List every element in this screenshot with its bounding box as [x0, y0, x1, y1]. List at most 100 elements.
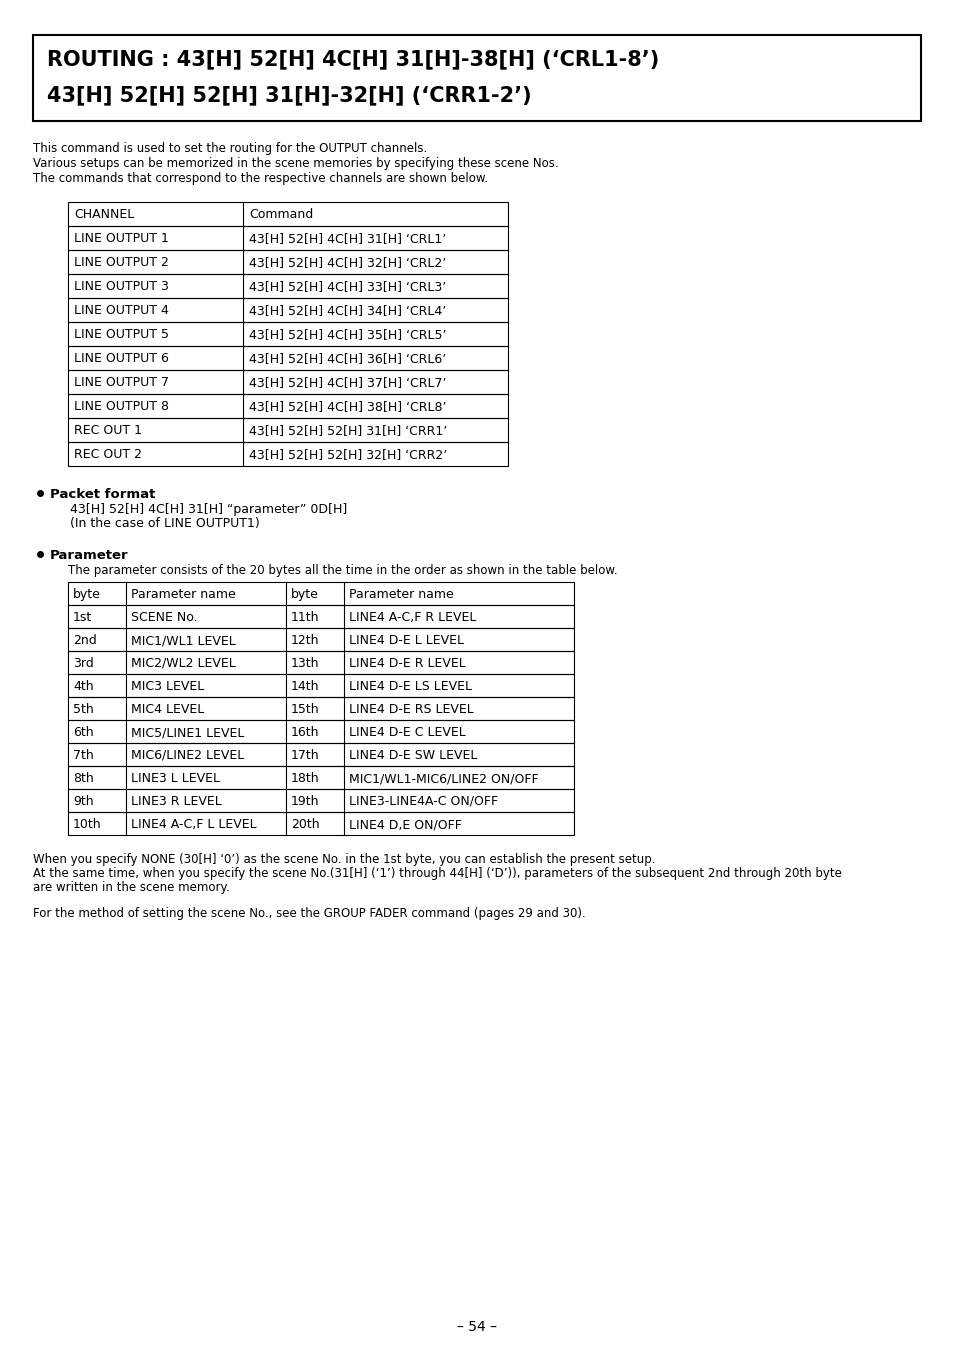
Text: The parameter consists of the 20 bytes all the time in the order as shown in the: The parameter consists of the 20 bytes a…: [68, 563, 617, 577]
Bar: [68, 226, 507, 250]
Text: CHANNEL: CHANNEL: [74, 208, 134, 222]
Bar: [68, 299, 507, 322]
Text: 2nd: 2nd: [73, 634, 96, 647]
Text: LINE4 A-C,F L LEVEL: LINE4 A-C,F L LEVEL: [131, 817, 256, 831]
Text: The commands that correspond to the respective channels are shown below.: The commands that correspond to the resp…: [33, 172, 488, 185]
Text: 43[H] 52[H] 4C[H] 31[H] “parameter” 0D[H]: 43[H] 52[H] 4C[H] 31[H] “parameter” 0D[H…: [70, 503, 347, 516]
Text: 4th: 4th: [73, 680, 93, 693]
Text: 43[H] 52[H] 4C[H] 38[H] ‘CRL8’: 43[H] 52[H] 4C[H] 38[H] ‘CRL8’: [249, 400, 446, 413]
Text: MIC6/LINE2 LEVEL: MIC6/LINE2 LEVEL: [131, 748, 244, 762]
Text: LINE4 A-C,F R LEVEL: LINE4 A-C,F R LEVEL: [349, 611, 476, 624]
Bar: [68, 628, 574, 651]
Bar: [68, 651, 574, 674]
Text: byte: byte: [291, 588, 318, 601]
Text: 1st: 1st: [73, 611, 92, 624]
Bar: [68, 394, 507, 417]
Text: 43[H] 52[H] 4C[H] 32[H] ‘CRL2’: 43[H] 52[H] 4C[H] 32[H] ‘CRL2’: [249, 255, 446, 269]
Text: (In the case of LINE OUTPUT1): (In the case of LINE OUTPUT1): [70, 517, 259, 530]
Text: SCENE No.: SCENE No.: [131, 611, 197, 624]
Text: 6th: 6th: [73, 725, 93, 739]
Text: LINE OUTPUT 3: LINE OUTPUT 3: [74, 280, 169, 293]
Text: MIC1/WL1 LEVEL: MIC1/WL1 LEVEL: [131, 634, 235, 647]
Text: LINE4 D-E L LEVEL: LINE4 D-E L LEVEL: [349, 634, 463, 647]
Text: LINE3 L LEVEL: LINE3 L LEVEL: [131, 771, 220, 785]
Text: Parameter name: Parameter name: [131, 588, 235, 601]
Text: LINE OUTPUT 7: LINE OUTPUT 7: [74, 376, 169, 389]
Text: Various setups can be memorized in the scene memories by specifying these scene : Various setups can be memorized in the s…: [33, 157, 558, 170]
Bar: [68, 720, 574, 743]
Bar: [68, 417, 507, 442]
Text: 8th: 8th: [73, 771, 93, 785]
Text: 14th: 14th: [291, 680, 319, 693]
Text: LINE4 D-E RS LEVEL: LINE4 D-E RS LEVEL: [349, 703, 474, 716]
Text: Parameter: Parameter: [50, 549, 129, 562]
Text: 19th: 19th: [291, 794, 319, 808]
Text: 20th: 20th: [291, 817, 319, 831]
Bar: [68, 766, 574, 789]
Bar: [68, 250, 507, 274]
Text: 3rd: 3rd: [73, 657, 93, 670]
Bar: [68, 370, 507, 394]
Bar: [68, 442, 507, 466]
Text: 43[H] 52[H] 4C[H] 31[H] ‘CRL1’: 43[H] 52[H] 4C[H] 31[H] ‘CRL1’: [249, 232, 446, 245]
Text: 9th: 9th: [73, 794, 93, 808]
Bar: [68, 346, 507, 370]
Text: 12th: 12th: [291, 634, 319, 647]
Text: When you specify NONE (30[H] ‘0’) as the scene No. in the 1st byte, you can esta: When you specify NONE (30[H] ‘0’) as the…: [33, 852, 655, 866]
Text: 18th: 18th: [291, 771, 319, 785]
Text: LINE3-LINE4A-C ON/OFF: LINE3-LINE4A-C ON/OFF: [349, 794, 497, 808]
Bar: [68, 697, 574, 720]
Text: LINE OUTPUT 6: LINE OUTPUT 6: [74, 353, 169, 365]
Text: 43[H] 52[H] 4C[H] 33[H] ‘CRL3’: 43[H] 52[H] 4C[H] 33[H] ‘CRL3’: [249, 280, 446, 293]
Text: This command is used to set the routing for the OUTPUT channels.: This command is used to set the routing …: [33, 142, 427, 155]
Text: Command: Command: [249, 208, 313, 222]
Text: LINE4 D,E ON/OFF: LINE4 D,E ON/OFF: [349, 817, 461, 831]
Bar: [68, 674, 574, 697]
Text: At the same time, when you specify the scene No.(31[H] (‘1’) through 44[H] (‘D’): At the same time, when you specify the s…: [33, 867, 841, 880]
Text: LINE4 D-E C LEVEL: LINE4 D-E C LEVEL: [349, 725, 465, 739]
Text: 43[H] 52[H] 52[H] 31[H] ‘CRR1’: 43[H] 52[H] 52[H] 31[H] ‘CRR1’: [249, 424, 447, 436]
Text: 17th: 17th: [291, 748, 319, 762]
Text: ROUTING : 43[H] 52[H] 4C[H] 31[H]-38[H] (‘CRL1-8’): ROUTING : 43[H] 52[H] 4C[H] 31[H]-38[H] …: [47, 49, 659, 69]
Text: LINE OUTPUT 5: LINE OUTPUT 5: [74, 328, 169, 340]
Text: LINE OUTPUT 2: LINE OUTPUT 2: [74, 255, 169, 269]
Bar: [68, 743, 574, 766]
Text: MIC4 LEVEL: MIC4 LEVEL: [131, 703, 204, 716]
Text: 16th: 16th: [291, 725, 319, 739]
Text: MIC1/WL1-MIC6/LINE2 ON/OFF: MIC1/WL1-MIC6/LINE2 ON/OFF: [349, 771, 538, 785]
Text: LINE4 D-E LS LEVEL: LINE4 D-E LS LEVEL: [349, 680, 472, 693]
Bar: [68, 582, 574, 605]
Text: 43[H] 52[H] 4C[H] 37[H] ‘CRL7’: 43[H] 52[H] 4C[H] 37[H] ‘CRL7’: [249, 376, 446, 389]
Text: byte: byte: [73, 588, 101, 601]
Text: LINE4 D-E SW LEVEL: LINE4 D-E SW LEVEL: [349, 748, 476, 762]
Text: 7th: 7th: [73, 748, 93, 762]
Text: 43[H] 52[H] 4C[H] 34[H] ‘CRL4’: 43[H] 52[H] 4C[H] 34[H] ‘CRL4’: [249, 304, 446, 317]
Text: – 54 –: – 54 –: [456, 1320, 497, 1333]
Text: REC OUT 2: REC OUT 2: [74, 449, 142, 461]
Bar: [68, 203, 507, 226]
Bar: [68, 274, 507, 299]
Text: LINE3 R LEVEL: LINE3 R LEVEL: [131, 794, 221, 808]
Text: are written in the scene memory.: are written in the scene memory.: [33, 881, 230, 894]
Text: 10th: 10th: [73, 817, 102, 831]
Bar: [68, 605, 574, 628]
Text: 15th: 15th: [291, 703, 319, 716]
Text: LINE OUTPUT 8: LINE OUTPUT 8: [74, 400, 169, 413]
Bar: [68, 789, 574, 812]
Text: 13th: 13th: [291, 657, 319, 670]
Text: Packet format: Packet format: [50, 488, 155, 501]
Text: LINE4 D-E R LEVEL: LINE4 D-E R LEVEL: [349, 657, 465, 670]
Bar: [33, 35, 920, 122]
Text: 11th: 11th: [291, 611, 319, 624]
Text: 43[H] 52[H] 52[H] 32[H] ‘CRR2’: 43[H] 52[H] 52[H] 32[H] ‘CRR2’: [249, 449, 447, 461]
Text: LINE OUTPUT 4: LINE OUTPUT 4: [74, 304, 169, 317]
Text: Parameter name: Parameter name: [349, 588, 454, 601]
Text: MIC3 LEVEL: MIC3 LEVEL: [131, 680, 204, 693]
Text: REC OUT 1: REC OUT 1: [74, 424, 142, 436]
Text: 43[H] 52[H] 4C[H] 36[H] ‘CRL6’: 43[H] 52[H] 4C[H] 36[H] ‘CRL6’: [249, 353, 446, 365]
Text: MIC5/LINE1 LEVEL: MIC5/LINE1 LEVEL: [131, 725, 244, 739]
Text: 43[H] 52[H] 52[H] 31[H]-32[H] (‘CRR1-2’): 43[H] 52[H] 52[H] 31[H]-32[H] (‘CRR1-2’): [47, 85, 531, 105]
Text: 43[H] 52[H] 4C[H] 35[H] ‘CRL5’: 43[H] 52[H] 4C[H] 35[H] ‘CRL5’: [249, 328, 446, 340]
Text: 5th: 5th: [73, 703, 93, 716]
Text: LINE OUTPUT 1: LINE OUTPUT 1: [74, 232, 169, 245]
